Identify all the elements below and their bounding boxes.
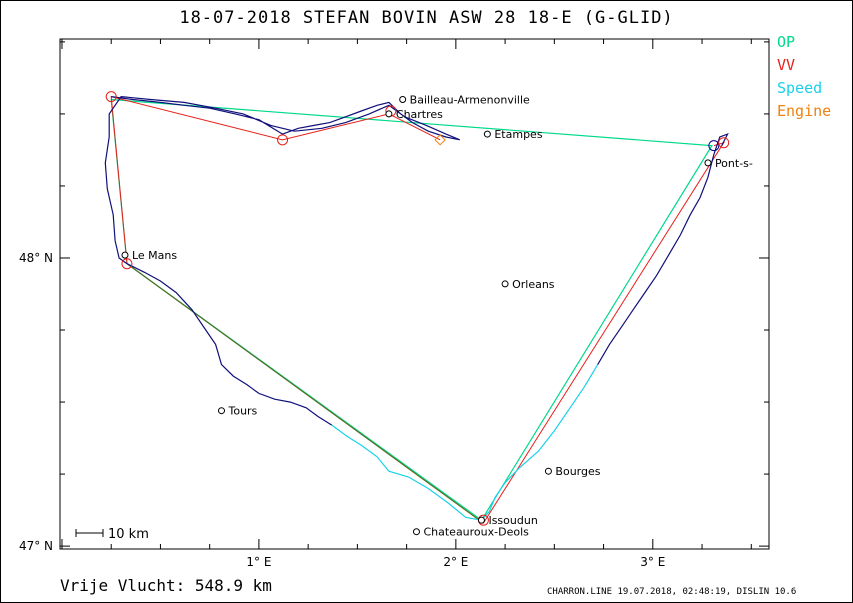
city-label: Pont-s- (715, 157, 753, 170)
task-routes (110, 95, 725, 524)
city-label: Tours (227, 405, 257, 418)
track-segment-1 (104, 95, 461, 426)
route-op (110, 98, 713, 522)
legend-vv-label: VV (777, 56, 796, 74)
y-tick-label: 47° N (19, 539, 53, 553)
city-dot (217, 407, 225, 415)
city-label: Chartres (396, 108, 443, 121)
gps-track (104, 95, 729, 521)
distance-summary: Vrije Vlucht: 548.9 km (60, 576, 272, 595)
legend-engine: Engine (777, 102, 831, 120)
city-dot (544, 467, 552, 475)
legend-speed: Speed (777, 79, 822, 97)
turnpoint-marker (277, 134, 289, 146)
x-tick-label: 3° E (640, 555, 665, 569)
city-label: Le Mans (132, 249, 177, 262)
axis-ticks (60, 39, 769, 549)
city-dot (412, 528, 420, 536)
city-label: Bailleau-Armenonville (410, 94, 530, 107)
x-tick-label: 1° E (246, 555, 271, 569)
scale-bar-label: 10 km (108, 527, 149, 542)
flight-title: 18-07-2018 STEFAN BOVIN ASW 28 18-E (G-G… (179, 8, 674, 28)
legend-engine-label: Engine (777, 102, 832, 120)
track-segment-2 (597, 132, 729, 365)
city-label: Etampes (494, 128, 542, 141)
city-label: Bourges (555, 465, 600, 478)
city-dot (477, 516, 485, 524)
city-dot (399, 96, 407, 104)
city-dot (385, 110, 393, 118)
scale-bar: 10 km (75, 527, 149, 542)
turnpoint-marker (708, 140, 720, 152)
x-tick-label: 2° E (443, 555, 468, 569)
legend-speed-label: Speed (777, 79, 823, 97)
turnpoint-marker (105, 91, 117, 103)
city-label: Chateauroux-Deols (423, 526, 529, 539)
legend-op-label: OP (777, 33, 796, 51)
plot-area (59, 38, 770, 550)
legend-vv: VV (777, 56, 795, 74)
city-dot (501, 280, 509, 288)
turnpoint-marker (434, 134, 446, 146)
city-label: Orleans (512, 278, 555, 291)
turnpoint-marker (718, 137, 730, 149)
turnpoint-markers (105, 91, 730, 526)
legend-op: OP (777, 33, 795, 51)
turnpoint-marker (121, 258, 133, 270)
y-tick-label: 48° N (19, 251, 53, 265)
program-info: CHARRON.LINE 19.07.2018, 02:48:19, DISLI… (547, 587, 797, 597)
route-engine (126, 263, 480, 521)
city-label: Issoudun (488, 514, 537, 527)
route-vv (110, 95, 725, 524)
city-dot (483, 130, 491, 138)
axis-labels: 1° E 2° E 3° E 48° N 47° N (19, 251, 665, 569)
city-dot (121, 251, 129, 259)
city-dot (704, 159, 712, 167)
